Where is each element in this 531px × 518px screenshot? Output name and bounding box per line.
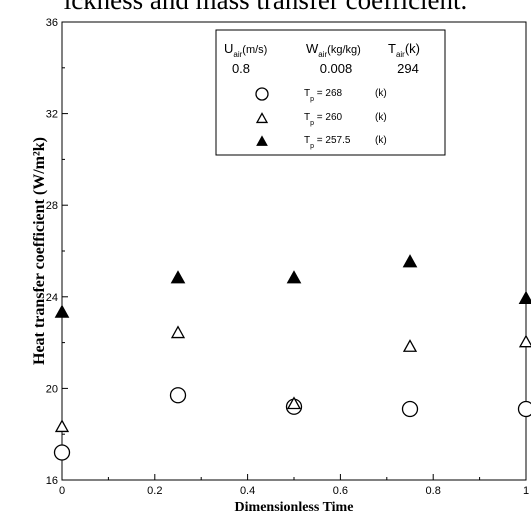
x-tick-label: 0.6 bbox=[333, 485, 348, 497]
legend-header: Wair(kg/kg) bbox=[306, 41, 361, 59]
legend-value: 0.008 bbox=[320, 61, 353, 76]
y-tick-label: 24 bbox=[46, 292, 58, 304]
data-point bbox=[169, 387, 187, 404]
data-point bbox=[53, 444, 71, 461]
data-point bbox=[54, 419, 70, 433]
x-axis-title: Dimensionless Time bbox=[235, 500, 354, 515]
x-axis: 0 0.2 0.4 0.6 0.8 1 bbox=[59, 474, 529, 497]
legend-value: 0.8 bbox=[232, 61, 250, 76]
legend-frame bbox=[215, 29, 446, 156]
y-tick-label: 32 bbox=[46, 109, 58, 121]
x-tick-label: 0.4 bbox=[240, 485, 255, 497]
y-tick-label: 20 bbox=[46, 383, 58, 395]
data-point bbox=[402, 254, 418, 268]
legend-unit: (k) bbox=[375, 112, 387, 123]
data-point bbox=[401, 400, 419, 418]
legend-value: 294 bbox=[397, 61, 419, 76]
y-axis: 16 20 24 28 32 36 bbox=[46, 17, 68, 487]
legend-header: Tair(k) bbox=[388, 41, 420, 59]
legend-unit: (k) bbox=[375, 135, 387, 146]
data-point bbox=[286, 270, 302, 284]
legend-marker bbox=[255, 112, 269, 124]
data-marks bbox=[53, 254, 531, 461]
data-point bbox=[54, 304, 70, 318]
legend-label: Tp = 257.5 bbox=[304, 135, 351, 150]
x-tick-label: 0.2 bbox=[147, 485, 162, 497]
y-tick-label: 28 bbox=[46, 200, 58, 212]
legend-unit: (k) bbox=[375, 88, 387, 99]
y-tick-label: 16 bbox=[46, 475, 58, 487]
data-point bbox=[518, 334, 531, 348]
page-caption: ickness and mass transfer coefficient. bbox=[63, 0, 468, 15]
legend-marker bbox=[256, 135, 268, 146]
x-tick-label: 0 bbox=[59, 485, 65, 497]
x-tick-label: 1 bbox=[523, 485, 529, 497]
legend-marker bbox=[255, 87, 269, 101]
legend-header: Uair(m/s) bbox=[224, 41, 267, 59]
data-point bbox=[286, 396, 302, 410]
legend-box: Uair(m/s) Wair(kg/kg) Tair(k) 0.8 0.008 294 Tp… bbox=[215, 29, 446, 156]
data-point bbox=[170, 325, 186, 339]
legend-label: Tp = 268 bbox=[304, 88, 343, 103]
data-point bbox=[402, 339, 418, 352]
legend-label: Tp = 260 bbox=[304, 112, 343, 127]
data-point bbox=[518, 290, 531, 305]
x-tick-label: 0.8 bbox=[426, 485, 441, 497]
y-tick-label: 36 bbox=[46, 17, 58, 29]
y-axis-title: Heat transfer coefficient (W/m²k) bbox=[31, 137, 48, 365]
data-point bbox=[170, 270, 186, 284]
data-point bbox=[517, 400, 531, 418]
